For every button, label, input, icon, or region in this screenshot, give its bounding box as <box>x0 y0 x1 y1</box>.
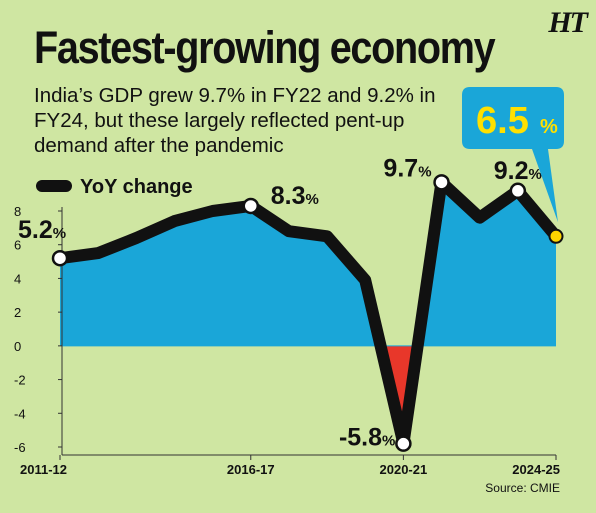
data-label-value: 8.3 <box>271 182 306 210</box>
highlight-callout <box>462 87 564 223</box>
y-tick-label: 8 <box>14 204 21 219</box>
highlight-value-label: 6.5 <box>476 100 529 142</box>
data-label: -5.8% <box>339 424 395 452</box>
chart-title: Fastest-growing economy <box>34 22 496 73</box>
y-tick-label: -2 <box>14 373 26 388</box>
y-tick-label: 2 <box>14 305 21 320</box>
point-marker <box>433 174 450 191</box>
latest-point-marker <box>548 228 564 244</box>
data-label-value: 9.7 <box>383 154 418 182</box>
y-tick-label: 6 <box>14 238 21 253</box>
x-tick-label: 2020-21 <box>380 462 428 477</box>
data-label-value: 9.2 <box>494 157 529 185</box>
x-tick-label: 2016-17 <box>227 462 275 477</box>
data-label: 9.7% <box>383 154 431 182</box>
y-tick-label: 4 <box>14 271 21 286</box>
y-tick-label: -6 <box>14 440 26 455</box>
data-label-unit: % <box>306 191 319 208</box>
data-label: 8.3% <box>271 182 319 210</box>
source-note: Source: CMIE <box>485 481 560 495</box>
series-line <box>54 176 562 450</box>
highlight-unit-label: % <box>540 116 558 138</box>
y-tick-label: -4 <box>14 406 26 421</box>
point-marker <box>51 249 69 267</box>
data-label-value: 5.2 <box>18 216 53 244</box>
point-marker <box>242 197 260 215</box>
point-marker <box>395 435 412 452</box>
data-label-unit: % <box>382 433 395 450</box>
data-label: 5.2% <box>18 216 66 244</box>
legend-label: YoY change <box>80 176 193 198</box>
data-label-value: -5.8 <box>339 424 382 452</box>
point-marker <box>509 182 527 200</box>
publisher-logo: HT <box>548 6 588 39</box>
data-label-unit: % <box>529 166 542 183</box>
data-label-unit: % <box>53 225 66 242</box>
data-label: 9.2% <box>494 157 542 185</box>
data-label-unit: % <box>418 163 431 180</box>
y-tick-label: 0 <box>14 339 21 354</box>
chart-subtitle: India’s GDP grew 9.7% in FY22 and 9.2% i… <box>34 84 436 157</box>
x-tick-label: 2024-25 <box>512 462 560 477</box>
x-tick-label: 2011-12 <box>20 462 67 477</box>
